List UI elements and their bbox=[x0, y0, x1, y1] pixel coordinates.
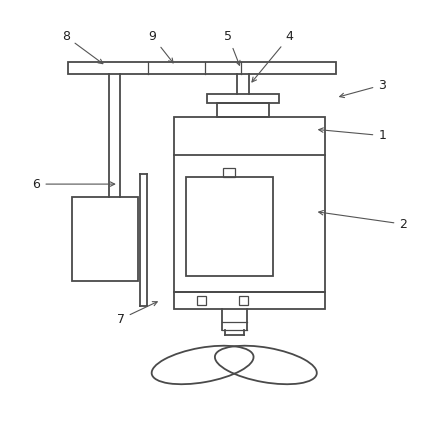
Bar bbox=[217, 103, 270, 117]
Text: 8: 8 bbox=[62, 30, 103, 63]
Bar bbox=[197, 296, 206, 305]
Text: 6: 6 bbox=[32, 178, 115, 191]
Text: 7: 7 bbox=[117, 302, 157, 326]
Text: 9: 9 bbox=[148, 30, 173, 63]
Bar bbox=[174, 291, 325, 309]
Text: 1: 1 bbox=[319, 128, 386, 142]
Text: 3: 3 bbox=[340, 79, 386, 98]
Bar bbox=[239, 296, 248, 305]
Text: 5: 5 bbox=[224, 30, 240, 65]
Bar bbox=[186, 176, 273, 276]
Bar bbox=[68, 62, 336, 74]
Bar bbox=[72, 197, 138, 281]
Text: 2: 2 bbox=[319, 211, 407, 231]
Bar bbox=[174, 117, 325, 291]
Bar bbox=[207, 94, 279, 103]
Bar bbox=[223, 168, 235, 176]
Text: 4: 4 bbox=[252, 30, 293, 82]
